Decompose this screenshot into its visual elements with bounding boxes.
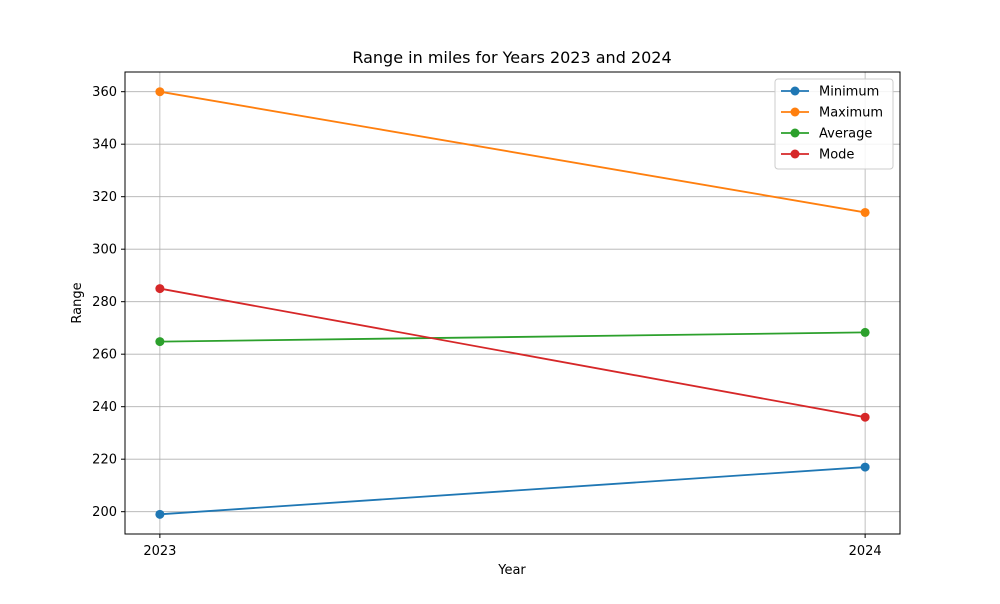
legend-marker-maximum xyxy=(790,107,800,117)
series-line-maximum xyxy=(159,90,866,214)
legend-marker-average xyxy=(790,128,800,138)
data-point-maximum xyxy=(860,207,870,217)
data-point-average xyxy=(860,327,870,337)
y-tick-label: 220 xyxy=(92,453,117,468)
legend-item-maximum: Maximum xyxy=(781,106,883,121)
plot-frame xyxy=(124,71,901,535)
y-tick-label: 200 xyxy=(92,505,117,520)
data-point-mode xyxy=(860,412,870,422)
legend-item-minimum: Minimum xyxy=(781,85,879,100)
series-line-mode xyxy=(159,287,866,419)
y-tick-label: 240 xyxy=(92,400,117,415)
legend-label-maximum: Maximum xyxy=(819,106,883,121)
series-mode xyxy=(155,284,870,422)
legend-box xyxy=(774,78,894,170)
series-minimum xyxy=(155,462,870,519)
legend-item-average: Average xyxy=(781,127,872,142)
legend: Minimum Maximum Average Mode xyxy=(774,78,894,170)
y-tick-label: 340 xyxy=(92,138,117,153)
x-axis-title: Year xyxy=(497,563,526,578)
y-tick-label: 260 xyxy=(92,348,117,363)
y-tick-label: 280 xyxy=(92,295,117,310)
series-line-average xyxy=(159,331,866,343)
data-point-minimum xyxy=(155,509,165,519)
legend-marker-minimum xyxy=(790,86,800,96)
series-group xyxy=(155,87,870,519)
series-line-minimum xyxy=(159,466,866,516)
legend-label-average: Average xyxy=(819,127,872,142)
y-axis-title: Range xyxy=(70,282,85,323)
x-tick-label: 2024 xyxy=(849,544,882,559)
y-tick-label: 300 xyxy=(92,243,117,258)
axis-ticks: 200 220 240 260 280 300 320 340 360 2023 2024 xyxy=(92,85,882,559)
y-tick-label: 360 xyxy=(92,85,117,100)
data-point-average xyxy=(155,337,165,347)
legend-item-mode: Mode xyxy=(781,148,854,163)
y-tick-label: 320 xyxy=(92,190,117,205)
data-point-maximum xyxy=(155,87,165,97)
legend-marker-mode xyxy=(790,149,800,159)
series-maximum xyxy=(155,87,870,217)
legend-label-mode: Mode xyxy=(819,148,854,163)
series-average xyxy=(155,327,870,347)
x-tick-label: 2023 xyxy=(143,544,176,559)
chart-title: Range in miles for Years 2023 and 2024 xyxy=(352,48,671,67)
data-point-mode xyxy=(155,284,165,294)
legend-label-minimum: Minimum xyxy=(819,85,879,100)
data-point-minimum xyxy=(860,462,870,472)
